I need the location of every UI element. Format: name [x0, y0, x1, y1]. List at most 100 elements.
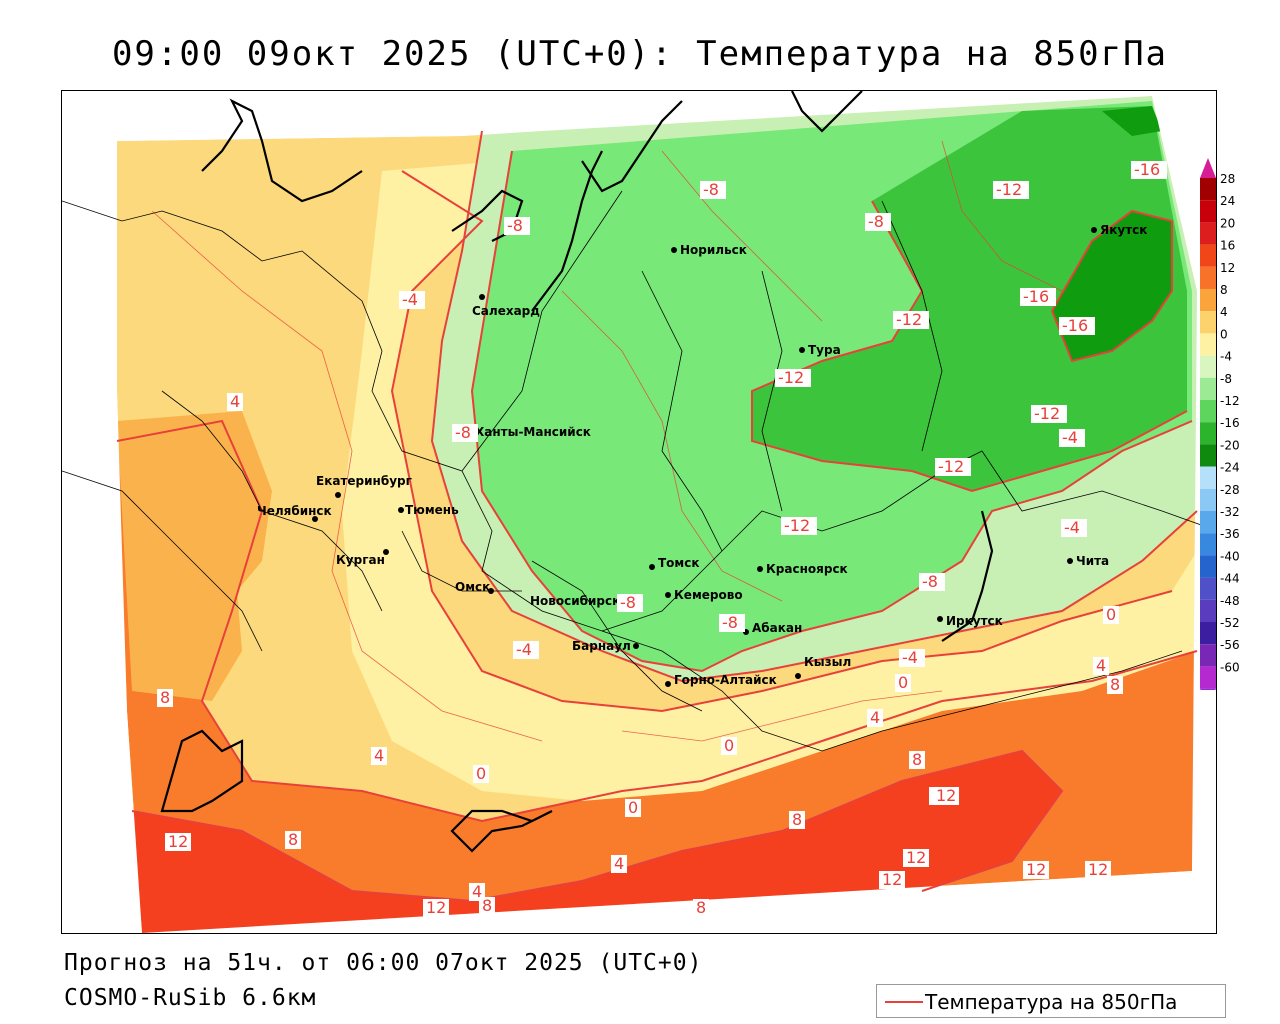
isoline-label-bg — [899, 649, 925, 667]
city-dot — [799, 347, 805, 353]
isoline-label: -16 — [1062, 316, 1088, 335]
colorbar-swatch — [1200, 644, 1216, 667]
city-dot — [1067, 558, 1073, 564]
isoline-label-bg — [513, 641, 539, 659]
isoline-label-bg — [227, 393, 243, 411]
field-m16-north — [1102, 106, 1162, 136]
city-dot — [383, 549, 389, 555]
colorbar-tick-label: -36 — [1220, 527, 1240, 541]
colorbar-tick-label: 16 — [1220, 239, 1235, 253]
isoline-label-bg — [721, 737, 737, 755]
coastlines — [160, 91, 994, 853]
isoline-label-bg — [719, 614, 745, 632]
colorbar-top-arrow — [1200, 158, 1216, 178]
isoline-label-bg — [1020, 288, 1056, 306]
colorbar-tick-label: -32 — [1220, 505, 1240, 519]
colorbar-tick-label: 12 — [1220, 261, 1235, 275]
colorbar-tick-label: 4 — [1220, 305, 1228, 319]
isoline-label: -8 — [620, 593, 636, 612]
colorbar-tick-label: -40 — [1220, 549, 1240, 563]
colorbar-tick-label: -48 — [1220, 594, 1240, 608]
isoline-label-bg — [903, 849, 929, 867]
city-dot — [665, 681, 671, 687]
isoline-label: 8 — [482, 896, 492, 915]
city-label: Кемерово — [674, 588, 743, 602]
isoline-label: -12 — [938, 457, 964, 476]
isoline-label: -8 — [722, 613, 738, 632]
city-label: Новосибирск — [530, 594, 620, 608]
isoline-label: 8 — [288, 830, 298, 849]
isoline-label: -4 — [516, 640, 532, 659]
isoline-label: 4 — [374, 746, 384, 765]
isoline-label: -12 — [996, 180, 1022, 199]
isoline-label: 4 — [230, 392, 240, 411]
map-panel: Норильск Салехард Тура Якутск Ханты-Мансийск… — [61, 90, 1217, 934]
city-label: Томск — [658, 556, 700, 570]
isoline-label-bg — [867, 709, 883, 727]
isoline-label: -8 — [922, 572, 938, 591]
isoline-label: -8 — [868, 212, 884, 231]
isoline-label: 0 — [724, 736, 734, 755]
city-dot — [312, 516, 318, 522]
colorbar-tick-label: -16 — [1220, 416, 1240, 430]
isoline-label-bg — [879, 871, 905, 889]
field-4-west — [117, 411, 272, 701]
isoline-label-bg — [469, 883, 485, 901]
colorbar-bottom-arrow — [1200, 688, 1216, 690]
city-dot — [633, 643, 639, 649]
colorbar-tick-label: -12 — [1220, 394, 1240, 408]
isoline-label: 4 — [1096, 656, 1106, 675]
isoline-label: -12 — [896, 310, 922, 329]
isoline-label: 12 — [168, 832, 188, 851]
isoline-label-bg — [371, 747, 387, 765]
colorbar-tick-label: -24 — [1220, 461, 1240, 475]
colorbar-tick-label: 8 — [1220, 283, 1228, 297]
colorbar-swatch — [1200, 533, 1216, 556]
isoline-label: -4 — [1062, 428, 1078, 447]
isoline-label-bg — [893, 311, 929, 329]
city-label: Ханты-Мансийск — [475, 425, 591, 439]
colorbar-swatch — [1200, 311, 1216, 334]
city-label: Кызыл — [804, 655, 851, 669]
isoline-label: -12 — [1034, 404, 1060, 423]
isoline-label-bg — [473, 765, 489, 783]
isoline-label: 12 — [1026, 860, 1046, 879]
colorbar-swatch — [1200, 333, 1216, 356]
colorbar-swatch — [1200, 577, 1216, 600]
colorbar-tick-label: 0 — [1220, 327, 1228, 341]
isoline-label-bg — [775, 369, 811, 387]
city-label: Якутск — [1100, 223, 1147, 237]
colorbar-tick-label: -56 — [1220, 638, 1240, 652]
isoline-label: -8 — [455, 423, 471, 442]
isoline-label-bg — [285, 831, 301, 849]
isoline-label: -12 — [784, 516, 810, 535]
city-dot — [398, 507, 404, 513]
isoline-label: -4 — [902, 648, 918, 667]
isoline-label-bg — [993, 181, 1029, 199]
isoline-label: -4 — [1064, 518, 1080, 537]
city-label: Челябинск — [257, 504, 332, 518]
model-info: COSMO-RuSib 6.6км — [64, 985, 317, 1011]
isoline-label: -12 — [778, 368, 804, 387]
isoline-label: 8 — [160, 688, 170, 707]
isoline-label: 8 — [912, 750, 922, 769]
isoline-label-bg — [895, 674, 911, 692]
colorbar-swatch — [1200, 200, 1216, 223]
colorbar-tick-label: -20 — [1220, 438, 1240, 452]
isoline-label-bg — [935, 458, 971, 476]
colorbar-tick-label: 24 — [1220, 194, 1235, 208]
city-label: Курган — [336, 553, 385, 567]
isoline-label-bg — [700, 181, 726, 199]
isoline-label-bg — [1093, 657, 1109, 675]
legend-line-swatch — [885, 1001, 923, 1003]
isoline-label-bg — [452, 424, 478, 442]
isoline-label-bg — [1059, 317, 1095, 335]
isoline-label-bg — [625, 799, 641, 817]
isoline-label: 4 — [472, 882, 482, 901]
colorbar-swatch — [1200, 466, 1216, 489]
isoline-label: 12 — [426, 898, 446, 917]
city-dot — [1091, 227, 1097, 233]
city-label: Салехард — [472, 304, 540, 318]
colorbar-swatch — [1200, 400, 1216, 423]
isoline-label-bg — [1107, 676, 1123, 694]
